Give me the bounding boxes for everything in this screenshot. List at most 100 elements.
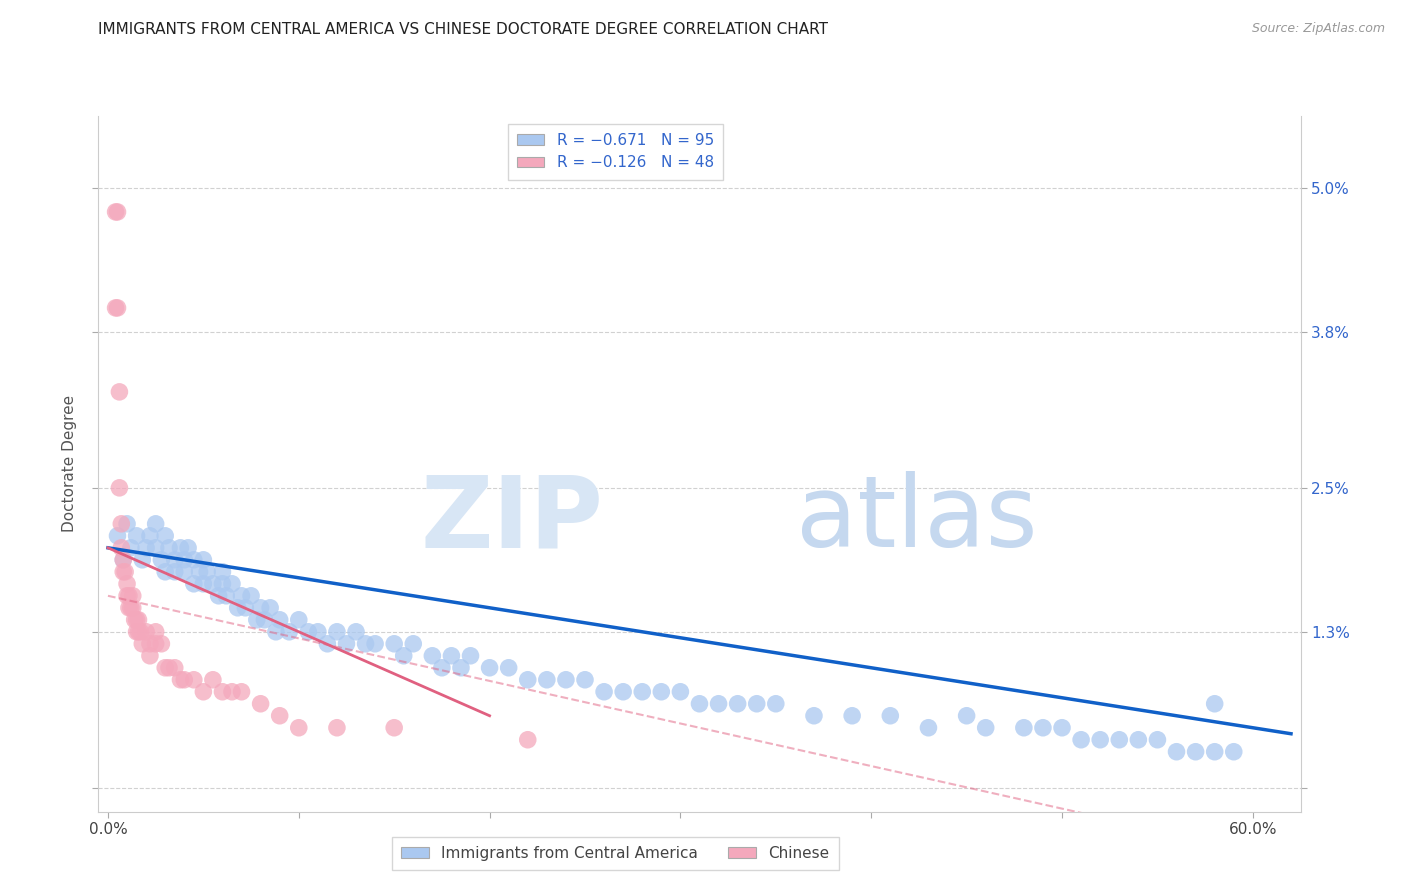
Point [115, 576, 138, 591]
Point [157, 661, 180, 675]
Point [108, 481, 131, 495]
Point [326, 721, 349, 735]
Point [183, 553, 205, 567]
Point [193, 553, 215, 567]
Point [107, 205, 129, 219]
Point [195, 565, 218, 579]
Point [253, 613, 276, 627]
Point [516, 673, 538, 687]
Point [803, 708, 825, 723]
Point [128, 624, 150, 639]
Point [208, 589, 231, 603]
Point [249, 600, 271, 615]
Point [450, 661, 472, 675]
Point [201, 576, 224, 591]
Point [669, 685, 692, 699]
Point [118, 589, 141, 603]
Point [193, 576, 215, 591]
Point [650, 685, 672, 699]
Point [259, 600, 281, 615]
Point [128, 613, 150, 627]
Point [177, 541, 200, 555]
Text: IMMIGRANTS FROM CENTRAL AMERICA VS CHINESE DOCTORATE DEGREE CORRELATION CHART: IMMIGRANTS FROM CENTRAL AMERICA VS CHINE… [98, 22, 828, 37]
Point [226, 600, 249, 615]
Point [917, 721, 939, 735]
Point [593, 685, 616, 699]
Point [478, 661, 501, 675]
Point [1222, 745, 1246, 759]
Point [150, 637, 173, 651]
Point [402, 637, 425, 651]
Point [211, 576, 233, 591]
Point [974, 721, 997, 735]
Point [112, 553, 135, 567]
Point [120, 541, 142, 555]
Legend: Immigrants from Central America, Chinese: Immigrants from Central America, Chinese [392, 837, 838, 871]
Point [110, 541, 132, 555]
Point [135, 624, 157, 639]
Point [430, 661, 453, 675]
Point [121, 600, 143, 615]
Point [612, 685, 634, 699]
Point [392, 648, 415, 663]
Point [118, 600, 141, 615]
Point [173, 553, 195, 567]
Point [163, 565, 186, 579]
Point [1108, 732, 1130, 747]
Point [139, 529, 162, 543]
Point [163, 553, 186, 567]
Text: ZIP: ZIP [420, 471, 603, 568]
Point [108, 384, 131, 399]
Point [110, 516, 132, 531]
Point [536, 673, 558, 687]
Point [169, 673, 191, 687]
Point [193, 685, 215, 699]
Point [440, 648, 463, 663]
Point [145, 624, 167, 639]
Point [188, 565, 211, 579]
Point [1184, 745, 1206, 759]
Point [326, 624, 349, 639]
Point [231, 589, 253, 603]
Point [727, 697, 749, 711]
Point [278, 624, 301, 639]
Point [125, 624, 148, 639]
Point [145, 541, 167, 555]
Point [145, 637, 167, 651]
Point [107, 301, 129, 315]
Point [287, 721, 309, 735]
Point [264, 624, 287, 639]
Point [104, 301, 127, 315]
Point [1088, 732, 1111, 747]
Point [554, 673, 576, 687]
Point [221, 685, 243, 699]
Point [129, 624, 152, 639]
Point [707, 697, 730, 711]
Point [688, 697, 710, 711]
Point [1146, 732, 1168, 747]
Point [131, 637, 153, 651]
Point [183, 673, 205, 687]
Point [201, 673, 224, 687]
Point [1166, 745, 1188, 759]
Point [1204, 745, 1226, 759]
Point [297, 624, 319, 639]
Point [316, 637, 339, 651]
Point [631, 685, 654, 699]
Point [155, 565, 177, 579]
Point [145, 516, 167, 531]
Point [155, 529, 177, 543]
Point [460, 648, 482, 663]
Point [1032, 721, 1054, 735]
Point [1128, 732, 1150, 747]
Point [956, 708, 979, 723]
Point [231, 685, 253, 699]
Point [382, 721, 405, 735]
Point [115, 589, 138, 603]
Point [155, 661, 177, 675]
Point [139, 637, 162, 651]
Point [221, 576, 243, 591]
Point [765, 697, 787, 711]
Point [121, 589, 143, 603]
Point [163, 661, 186, 675]
